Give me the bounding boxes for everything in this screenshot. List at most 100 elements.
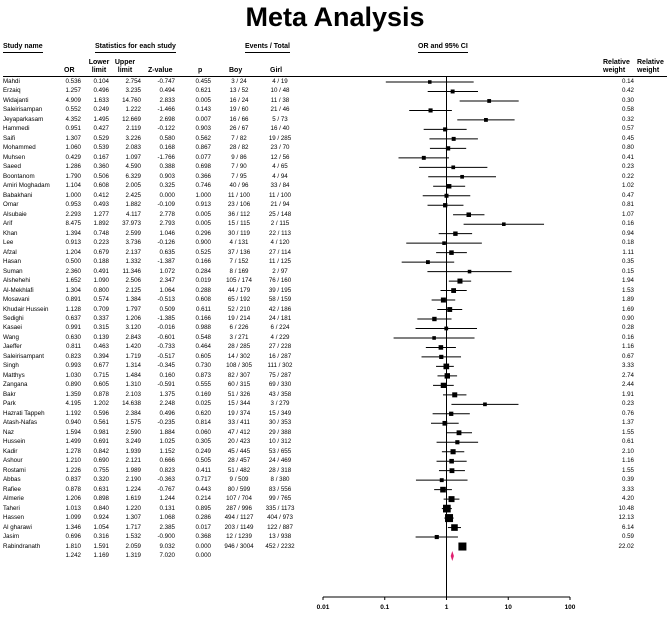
- girl-cell: 25 / 148: [268, 210, 292, 218]
- relative-weight-cell: 0.81: [621, 201, 634, 209]
- girl-cell: 43 / 358: [268, 390, 292, 398]
- p-value-cell: 0.620: [195, 409, 211, 417]
- or-marker: [449, 458, 454, 464]
- study-name-cell: Erzaiq: [3, 87, 21, 95]
- upper-limit-cell: 3.226: [125, 134, 141, 142]
- relative-weight-cell: 0.22: [621, 172, 634, 180]
- girl-cell: 76 / 160: [268, 277, 292, 285]
- summary-p-value-cell: 0.000: [195, 552, 211, 559]
- relative-weight-cell: 1.89: [621, 296, 634, 304]
- relative-weight-cell: 0.94: [621, 229, 634, 237]
- or-marker: [443, 203, 448, 208]
- study-name-cell: Saleirisampant: [3, 352, 44, 360]
- or-cell: 0.637: [65, 315, 81, 322]
- or-marker: [428, 80, 432, 84]
- relative-weight-cell: 1.55: [621, 428, 634, 436]
- or-marker: [446, 184, 452, 189]
- or-cell: 0.552: [65, 106, 81, 114]
- upper-limit-cell: 1.989: [125, 466, 141, 474]
- relative-weight-cell: 0.16: [621, 220, 634, 228]
- girl-cell: 24 / 469: [268, 457, 292, 465]
- study-name-cell: Rabindranath: [3, 542, 41, 550]
- boy-cell: 4 / 131: [229, 239, 249, 247]
- lower-limit-cell: 1.633: [93, 96, 109, 104]
- z-value-cell: 1.068: [159, 514, 175, 522]
- or-marker: [455, 440, 460, 445]
- or-cell: 1.013: [65, 504, 81, 512]
- boy-cell: 15 / 344: [227, 400, 251, 408]
- boy-cell: 47 / 412: [227, 428, 251, 436]
- girl-cell: 11 / 100: [269, 191, 291, 199]
- or-cell: 1.304: [65, 286, 81, 294]
- p-value-cell: 0.296: [195, 229, 211, 237]
- lower-limit-cell: 0.316: [93, 533, 109, 541]
- or-cell: 1.226: [65, 466, 81, 474]
- study-name-cell: Mohammed: [3, 144, 36, 152]
- girl-cell: 4 / 229: [270, 333, 290, 341]
- relative-weight-cell: 1.69: [621, 305, 634, 313]
- upper-limit-cell: 1.310: [125, 381, 141, 389]
- p-value-cell: 0.814: [195, 419, 211, 427]
- or-marker: [452, 392, 458, 398]
- upper-limit-cell: 1.332: [125, 258, 141, 266]
- upper-limit-cell: 1.097: [125, 153, 141, 161]
- or-marker: [451, 288, 457, 293]
- or-cell: 0.940: [65, 419, 81, 427]
- study-name-cell: Alshehehi: [3, 277, 31, 285]
- boy-cell: 19 / 214: [227, 315, 251, 322]
- boy-cell: 30 / 119: [228, 229, 250, 237]
- study-name-cell: Saeed: [3, 163, 21, 171]
- z-value-cell: 1.025: [159, 438, 175, 446]
- study-name-cell: Jasim: [3, 533, 20, 541]
- boy-cell: 287 / 996: [226, 504, 252, 512]
- relative-weight-cell: 1.91: [621, 390, 634, 398]
- boy-cell: 9 / 509: [229, 476, 249, 484]
- upper-limit-cell: 1.575: [125, 419, 141, 427]
- or-cell: 1.099: [65, 514, 81, 522]
- lower-limit-cell: 0.800: [93, 286, 109, 294]
- events-group-header: Events / Total: [245, 43, 290, 53]
- relative-weight-cell: 2.44: [621, 381, 634, 389]
- p-value-cell: 0.717: [195, 476, 211, 484]
- relative-weight-cell: 2.74: [621, 371, 634, 379]
- upper-limit-cell: 2.843: [125, 333, 141, 341]
- upper-limit-cell: 1.384: [125, 296, 141, 304]
- p-value-cell: 0.288: [195, 286, 211, 294]
- p-value-cell: 0.166: [195, 315, 211, 322]
- z-value-cell: 0.160: [159, 371, 175, 379]
- girl-cell: 27 / 114: [269, 248, 291, 256]
- lower-limit-cell: 0.981: [93, 428, 109, 436]
- or-cell: 1.346: [65, 523, 81, 531]
- z-value-cell: 2.347: [159, 277, 175, 285]
- upper-limit-cell: 14.760: [122, 96, 141, 104]
- relative-weight-cell: 0.30: [621, 96, 634, 104]
- p-header: p: [198, 67, 203, 74]
- study-name-cell: Widajanti: [3, 96, 29, 104]
- or-marker: [451, 524, 458, 531]
- z-value-cell: 2.833: [159, 96, 175, 104]
- p-value-cell: 0.005: [195, 220, 211, 228]
- upper-limit-cell: 2.599: [125, 229, 141, 237]
- p-value-cell: 0.913: [195, 201, 211, 209]
- relative-weight-cell: 1.55: [621, 466, 634, 474]
- lower-limit-cell: 0.878: [93, 390, 109, 398]
- or-marker: [447, 307, 453, 312]
- p-value-cell: 0.608: [195, 296, 211, 304]
- girl-cell: 53 / 655: [268, 447, 292, 455]
- upper-limit-cell: 2.590: [125, 428, 141, 436]
- relative-weight-cell: 6.14: [621, 523, 634, 531]
- relative-weight-cell: 0.58: [621, 106, 634, 114]
- p-value-cell: 0.562: [195, 134, 211, 142]
- or-cell: 1.286: [65, 163, 81, 171]
- upper-limit-cell: 1.717: [125, 523, 141, 531]
- lower-limit-cell: 0.840: [93, 504, 109, 512]
- relative-weight-cell: 0.16: [621, 333, 634, 341]
- relative-weight-cell: 0.32: [621, 115, 634, 123]
- lower-limit-cell: 0.139: [93, 333, 109, 341]
- lower-limit-cell: 0.360: [93, 163, 109, 171]
- relative-weight-cell: 3.33: [621, 485, 634, 493]
- boy-cell: 37 / 136: [227, 248, 251, 256]
- or-marker: [440, 297, 446, 303]
- girl-cell: 29 / 388: [268, 428, 292, 436]
